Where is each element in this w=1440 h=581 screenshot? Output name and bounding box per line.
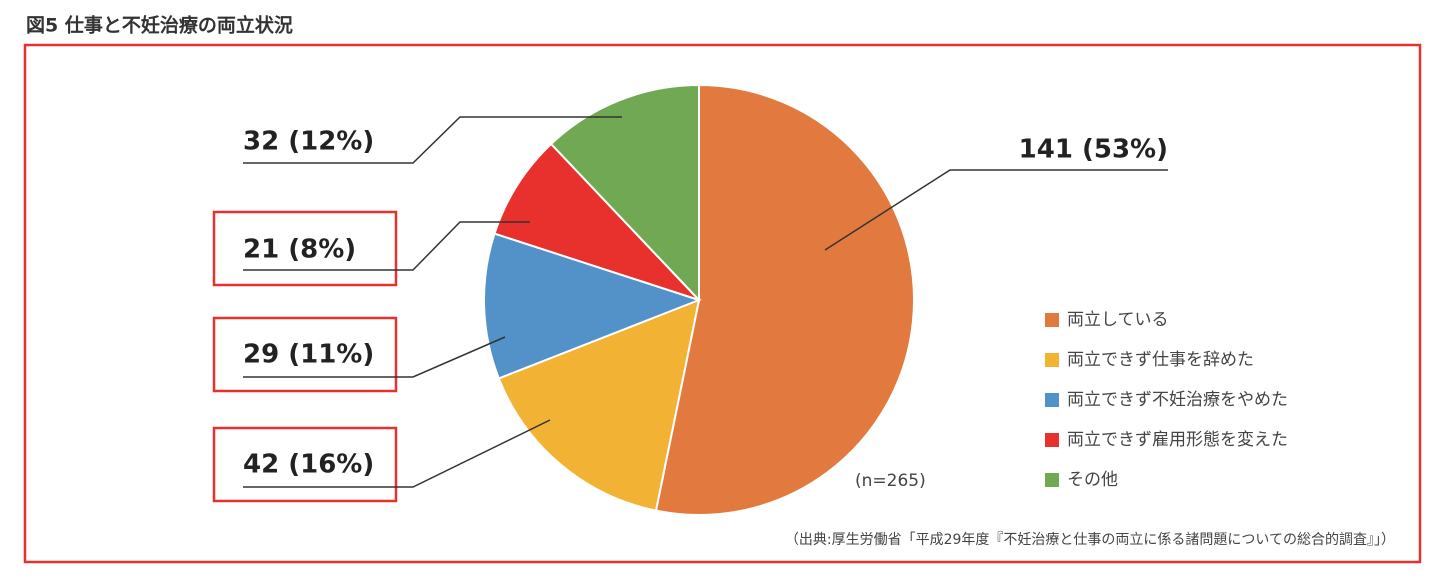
value-label: 141 (53%) bbox=[1019, 135, 1168, 165]
value-label: 42 (16%) bbox=[243, 450, 374, 480]
pie-slice bbox=[493, 142, 700, 301]
pie-slice bbox=[497, 298, 701, 512]
pie-slice bbox=[654, 83, 915, 516]
leader-line bbox=[243, 419, 551, 488]
legend-swatch bbox=[1045, 473, 1059, 487]
legend-label: その他 bbox=[1067, 470, 1118, 490]
pie-slice bbox=[549, 83, 700, 303]
legend-swatch bbox=[1045, 313, 1059, 327]
leader-line bbox=[243, 116, 622, 164]
legend-label: 両立している bbox=[1067, 310, 1169, 330]
chart-frame bbox=[23, 43, 1422, 564]
highlight-box bbox=[212, 316, 398, 393]
leader-line bbox=[243, 336, 506, 378]
legend-label: 両立できず不妊治療をやめた bbox=[1067, 390, 1288, 410]
legend-label: 両立できず雇用形態を変えた bbox=[1067, 430, 1288, 450]
highlight-box bbox=[212, 210, 398, 287]
chart-title: 図5 仕事と不妊治療の両立状況 bbox=[26, 14, 293, 37]
source-note: （出典:厚生労働省「平成29年度『不妊治療と仕事の両立に係る諸問題についての総合… bbox=[785, 531, 1395, 548]
pie-slice bbox=[483, 232, 702, 380]
sample-size-note: (n=265) bbox=[855, 471, 926, 491]
value-label: 29 (11%) bbox=[243, 340, 374, 370]
legend-swatch bbox=[1045, 353, 1059, 367]
value-label: 21 (8%) bbox=[243, 235, 356, 265]
leader-line bbox=[243, 221, 530, 271]
value-label: 32 (12%) bbox=[243, 127, 374, 157]
legend-swatch bbox=[1045, 433, 1059, 447]
highlight-box bbox=[212, 426, 398, 503]
leader-line bbox=[824, 169, 1168, 251]
legend-swatch bbox=[1045, 393, 1059, 407]
legend-label: 両立できず仕事を辞めた bbox=[1067, 350, 1254, 370]
